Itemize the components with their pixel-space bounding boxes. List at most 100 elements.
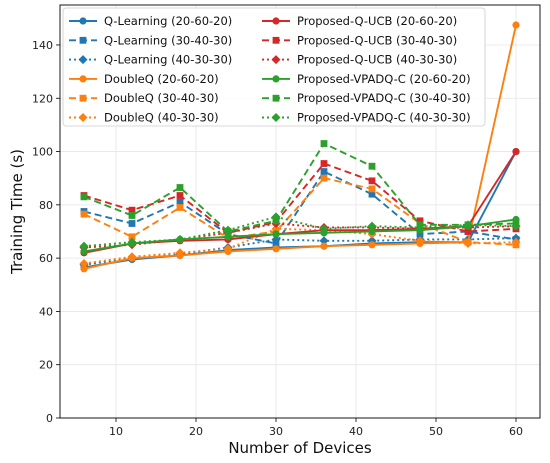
data-point: [320, 168, 328, 175]
legend-entry: DoubleQ (40-30-30): [69, 111, 219, 125]
legend-marker: [79, 17, 87, 25]
legend-label: Proposed-VPADQ-C (30-40-30): [297, 91, 471, 105]
y-tick-label: 80: [39, 199, 53, 212]
data-point: [368, 190, 376, 198]
legend-entry: DoubleQ (20-60-20): [69, 72, 219, 86]
legend-label: Proposed-VPADQ-C (40-30-30): [297, 111, 471, 125]
legend-label: DoubleQ (30-40-30): [104, 91, 219, 105]
y-axis-title: Training Time (s): [8, 149, 26, 275]
data-point: [368, 177, 376, 185]
data-point: [272, 230, 280, 238]
x-tick-label: 50: [429, 425, 443, 438]
legend-label: Q-Learning (20-60-20): [104, 14, 232, 28]
data-point: [367, 221, 377, 231]
legend-entry: Proposed-VPADQ-C (40-30-30): [262, 111, 471, 125]
series-line: [83, 237, 517, 266]
x-tick-label: 60: [509, 425, 523, 438]
series-group: [79, 212, 521, 251]
legend-label: Q-Learning (40-30-30): [104, 53, 232, 67]
legend-label: Proposed-Q-UCB (20-60-20): [297, 14, 457, 28]
data-point: [368, 185, 376, 193]
series-line: [83, 162, 517, 234]
data-point: [176, 204, 184, 211]
x-axis: 10 20 30 40 50 60: [109, 418, 523, 438]
legend-entry: Proposed-VPADQ-C (30-40-30): [262, 91, 471, 105]
series-group: [80, 147, 520, 272]
data-point: [416, 230, 424, 238]
legend-marker: [78, 113, 88, 122]
data-point: [176, 184, 184, 191]
series-group: [80, 140, 520, 235]
legend: Q-Learning (20-60-20) Q-Learning (30-40-3…: [62, 7, 486, 127]
data-point: [223, 244, 233, 254]
legend-entry: Q-Learning (40-30-30): [69, 53, 232, 67]
legend-box: [62, 7, 486, 127]
data-point: [175, 234, 185, 244]
data-point: [512, 147, 520, 156]
data-point: [175, 248, 185, 258]
data-point: [271, 224, 281, 234]
data-point: [320, 242, 328, 250]
series-group: [79, 233, 521, 270]
legend-marker: [271, 55, 281, 65]
legend-marker: [272, 94, 280, 102]
data-point: [80, 265, 88, 273]
legend-marker: [272, 17, 280, 25]
legend-marker: [79, 36, 87, 44]
legend-marker: [271, 113, 281, 122]
y-tick-label: 100: [32, 146, 53, 159]
x-tick-label: 30: [269, 425, 283, 438]
data-point: [127, 237, 137, 247]
series-line: [83, 177, 517, 246]
legend-marker: [79, 94, 87, 102]
data-point: [79, 258, 89, 268]
legend-entry: Proposed-Q-UCB (20-60-20): [262, 14, 457, 28]
x-tick-label: 40: [349, 425, 363, 438]
data-point: [416, 217, 424, 225]
data-point: [320, 160, 328, 167]
data-point: [368, 241, 376, 249]
legend-label: DoubleQ (20-60-20): [104, 72, 219, 86]
data-point: [512, 21, 520, 29]
data-point: [511, 237, 521, 247]
y-tick-label: 120: [32, 92, 53, 105]
data-point: [128, 206, 136, 214]
y-tick-label: 60: [39, 252, 53, 265]
data-point: [368, 162, 376, 170]
data-point: [224, 233, 232, 241]
legend-label: Proposed-VPADQ-C (20-60-20): [297, 72, 471, 86]
data-point: [320, 174, 328, 182]
series-line: [83, 151, 517, 254]
x-tick-label: 10: [109, 425, 123, 438]
data-point: [272, 245, 280, 253]
y-tick-label: 20: [39, 359, 53, 372]
data-point: [176, 198, 184, 206]
data-point: [319, 224, 329, 234]
data-point: [223, 225, 233, 235]
data-point: [463, 238, 473, 248]
data-point: [415, 222, 425, 232]
legend-entry: Proposed-Q-UCB (40-30-30): [262, 53, 457, 67]
series-line: [83, 142, 517, 233]
legend-label: Proposed-Q-UCB (30-40-30): [297, 33, 457, 47]
x-axis-title: Number of Devices: [228, 439, 372, 457]
series-line: [83, 151, 517, 269]
series-line: [83, 227, 517, 265]
data-point: [463, 220, 473, 230]
legend-entry: Q-Learning (30-40-30): [69, 33, 232, 47]
y-tick-label: 140: [32, 39, 53, 52]
legend-marker: [78, 55, 88, 65]
legend-marker: [79, 75, 87, 83]
y-tick-label: 40: [39, 305, 53, 318]
series-layer: [79, 21, 521, 273]
data-point: [415, 236, 425, 246]
legend-entry: Proposed-Q-UCB (30-40-30): [262, 33, 457, 47]
y-axis: 0 20 40 60 80 100 120 140: [32, 39, 60, 425]
legend-label: Proposed-Q-UCB (40-30-30): [297, 53, 457, 67]
series-group: [80, 215, 520, 256]
legend-entry: Q-Learning (20-60-20): [69, 14, 232, 28]
data-point: [128, 220, 136, 227]
legend-entry: DoubleQ (30-40-30): [69, 91, 219, 105]
x-tick-label: 20: [189, 425, 203, 438]
